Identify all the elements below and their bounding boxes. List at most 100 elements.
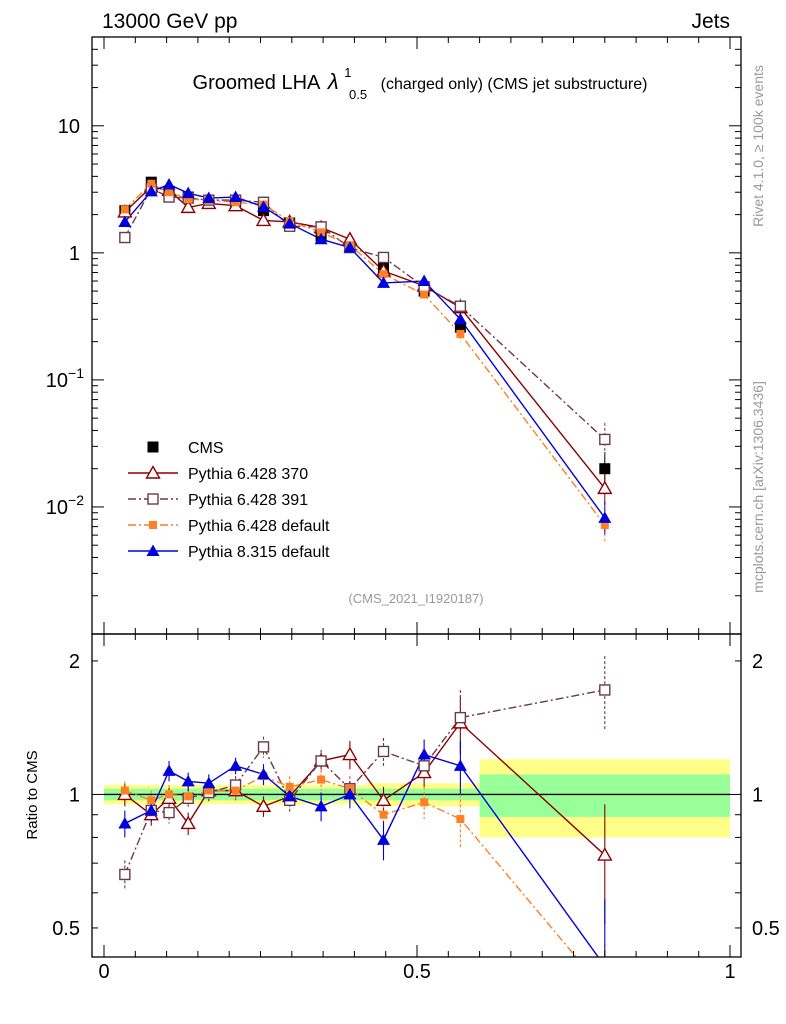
- title-sup: 1: [344, 65, 351, 80]
- legend-marker-p391: [147, 493, 159, 505]
- point-p6def: [317, 228, 326, 237]
- point-p8def: [181, 186, 195, 199]
- ratio-point-p8def: [181, 774, 195, 787]
- point-p8def: [257, 200, 271, 212]
- title-main: Groomed LHA: [193, 72, 321, 94]
- point-p6def: [231, 198, 240, 207]
- rivet-label: Rivet 4.1.0, ≥ 100k events: [750, 65, 766, 227]
- point-p8def: [118, 215, 132, 227]
- point-p8def: [202, 191, 216, 204]
- ratio-point-p6def: [147, 796, 156, 805]
- title-rest: (charged only) (CMS jet substructure): [381, 76, 648, 93]
- ratio-point-p6def: [184, 792, 193, 801]
- point-p8def: [229, 190, 243, 203]
- ratio-point-p6def: [601, 987, 609, 995]
- ratio-ytick-label-right: 1: [752, 784, 763, 806]
- point-p391: [599, 433, 611, 446]
- legend: CMS Pythia 6.428 370 Pythia 6.428 391 Pythi…: [128, 440, 330, 561]
- ratio-point-p391: [377, 745, 390, 758]
- ratio-point-p8def: [118, 816, 132, 829]
- ratio-point-p391: [418, 760, 430, 772]
- ratio-point-p370: [416, 764, 432, 779]
- main-ytick-label: 10−1: [46, 365, 84, 392]
- ratio-point-p8def: [257, 767, 271, 780]
- point-p8def: [283, 217, 297, 229]
- point-p6def: [456, 329, 465, 338]
- point-p6def: [165, 188, 174, 197]
- legend-marker-p370: [145, 465, 161, 479]
- ratio-point-p370: [180, 815, 196, 830]
- point-p391: [454, 300, 467, 312]
- header-left: 13000 GeV pp: [102, 10, 237, 33]
- ratio-point-p8def: [453, 759, 467, 771]
- ratio-point-p391: [315, 755, 327, 767]
- ratio-point-p391: [163, 806, 175, 819]
- analysis-tag: (CMS_2021_I1920187): [348, 591, 483, 606]
- point-p6def: [147, 179, 156, 188]
- point-p8def: [417, 274, 431, 287]
- ratio-ytick-label: 0.5: [52, 918, 80, 940]
- point-p8def: [343, 241, 357, 253]
- point-p391: [377, 251, 390, 264]
- ratio-point-p8def: [598, 960, 611, 972]
- ratio-series-group: [117, 656, 613, 995]
- ratio-point-p6def: [120, 786, 129, 795]
- point-p8def: [453, 312, 467, 325]
- ratio-point-p391: [454, 711, 467, 724]
- point-p6def: [600, 521, 609, 530]
- title-sub: 0.5: [349, 87, 367, 102]
- main-ytick-label: 1: [69, 243, 80, 265]
- ratio-point-p8def: [202, 776, 216, 789]
- legend-label-cms: CMS: [188, 440, 224, 457]
- ratio-ytick-label: 1: [69, 784, 80, 806]
- point-p6def: [420, 290, 429, 299]
- ratio-point-p8def: [377, 833, 391, 845]
- main-panel: 10 1 10−1 10−2: [46, 36, 742, 635]
- ratio-ytick-label-right: 0.5: [752, 918, 780, 940]
- point-p8def: [377, 276, 391, 288]
- legend-marker-cms: [147, 441, 159, 453]
- ratio-point-p391: [119, 868, 131, 881]
- point-p370: [255, 212, 272, 227]
- ratio-ytick-label: 2: [69, 651, 80, 673]
- ratio-point-p6def: [165, 790, 174, 799]
- ratio-point-p370: [255, 798, 272, 813]
- legend-label-p8def: Pythia 8.315 default: [188, 544, 330, 561]
- ratio-xtick-label: 1: [724, 961, 735, 983]
- ratio-point-p6def: [420, 798, 429, 807]
- ratio-xtick-label: 0.5: [403, 961, 431, 983]
- point-p8def: [598, 511, 612, 523]
- legend-marker-p6def: [149, 521, 157, 529]
- ratio-panel: 2 2 1 1 0.5 0.5 0 0.5 1: [52, 633, 780, 995]
- ratio-point-p6def: [456, 815, 465, 824]
- ratio-point-p8def: [229, 759, 243, 771]
- header-right: Jets: [691, 10, 730, 33]
- ratio-ytick-label-right: 2: [752, 651, 763, 673]
- main-ytick-label: 10: [58, 116, 80, 138]
- legend-label-p6def: Pythia 6.428 default: [188, 518, 330, 535]
- ratio-point-p8def: [314, 799, 328, 812]
- ratio-point-p391: [257, 741, 270, 753]
- point-p6def: [120, 205, 129, 214]
- plot-title: Groomed LHA λ 1 0.5 (charged only) (CMS …: [193, 60, 648, 104]
- point-p391: [119, 231, 131, 244]
- series-line-p391: [124, 187, 606, 440]
- ratio-point-p370: [597, 847, 613, 861]
- legend-marker-p8def: [146, 544, 160, 556]
- title-lambda: λ: [327, 69, 339, 94]
- ratio-point-p8def: [343, 787, 357, 800]
- ratio-ylabel: Ratio to CMS: [24, 750, 41, 839]
- ratio-point-p6def: [231, 786, 240, 795]
- ratio-point-p391: [599, 684, 611, 696]
- ratio-point-p8def: [162, 764, 176, 776]
- point-p8def: [314, 232, 328, 245]
- point-cms: [454, 321, 466, 333]
- point-cms: [599, 463, 611, 475]
- legend-label-p370: Pythia 6.428 370: [188, 466, 308, 483]
- legend-label-p391: Pythia 6.428 391: [188, 492, 308, 509]
- ratio-point-p8def: [283, 789, 297, 802]
- point-p8def: [144, 184, 158, 197]
- point-p6def: [184, 195, 193, 204]
- point-p370: [597, 480, 613, 495]
- ratio-point-p6def: [285, 782, 294, 791]
